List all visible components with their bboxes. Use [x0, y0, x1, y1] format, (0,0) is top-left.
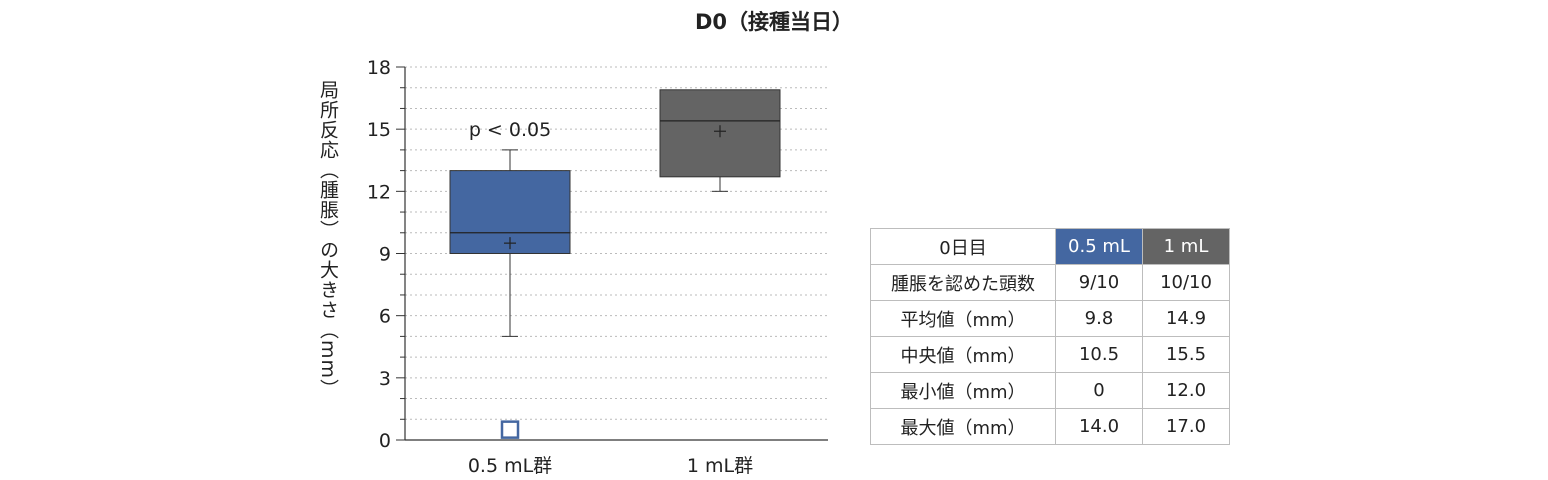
- table-row: 中央値（mm） 10.5 15.5: [870, 336, 1230, 373]
- table-cell: 9.8: [1055, 300, 1143, 337]
- chart-title: D0（接種当日）: [694, 10, 854, 34]
- y-axis-label: 局所反応（腫脹）の大きさ（mm）: [317, 80, 339, 400]
- table-cell: 腫脹を認めた頭数: [870, 264, 1056, 301]
- y-tick-label: 18: [367, 57, 391, 79]
- table-cell: 9/10: [1055, 264, 1143, 301]
- y-tick-label: 15: [367, 119, 391, 141]
- table-cell: 最大値（mm）: [870, 408, 1056, 445]
- table-header-row: 0日目 0.5 mL 1 mL: [870, 228, 1230, 265]
- y-tick-label: 6: [379, 306, 391, 328]
- summary-table: 0日目 0.5 mL 1 mL 腫脹を認めた頭数 9/10 10/10 平均値（…: [870, 228, 1230, 445]
- table-cell: 0: [1055, 372, 1143, 409]
- table-cell: 14.0: [1055, 408, 1143, 445]
- table-cell: 中央値（mm）: [870, 336, 1056, 373]
- y-tick-label: 0: [379, 430, 391, 452]
- table-header-cell: 0日目: [870, 228, 1056, 265]
- table-cell: 10/10: [1142, 264, 1230, 301]
- table-row: 腫脹を認めた頭数 9/10 10/10: [870, 264, 1230, 301]
- table-header-cell-0-5ml: 0.5 mL: [1055, 228, 1143, 265]
- x-category-label: 0.5 mL群: [468, 455, 552, 477]
- y-tick-label: 9: [379, 244, 391, 266]
- table-row: 最大値（mm） 14.0 17.0: [870, 408, 1230, 445]
- table-cell: 最小値（mm）: [870, 372, 1056, 409]
- table-cell: 平均値（mm）: [870, 300, 1056, 337]
- table-cell: 14.9: [1142, 300, 1230, 337]
- y-tick-label: 3: [379, 368, 391, 390]
- outlier-point: [500, 420, 520, 439]
- table-cell: 12.0: [1142, 372, 1230, 409]
- p-value-annotation: p < 0.05: [469, 119, 551, 141]
- y-tick-label: 12: [367, 181, 391, 203]
- table-cell: 17.0: [1142, 408, 1230, 445]
- x-category-label: 1 mL群: [687, 455, 753, 477]
- table-row: 平均値（mm） 9.8 14.9: [870, 300, 1230, 337]
- table-header-cell-1ml: 1 mL: [1142, 228, 1230, 265]
- table-cell: 15.5: [1142, 336, 1230, 373]
- table-cell: 10.5: [1055, 336, 1143, 373]
- table-row: 最小値（mm） 0 12.0: [870, 372, 1230, 409]
